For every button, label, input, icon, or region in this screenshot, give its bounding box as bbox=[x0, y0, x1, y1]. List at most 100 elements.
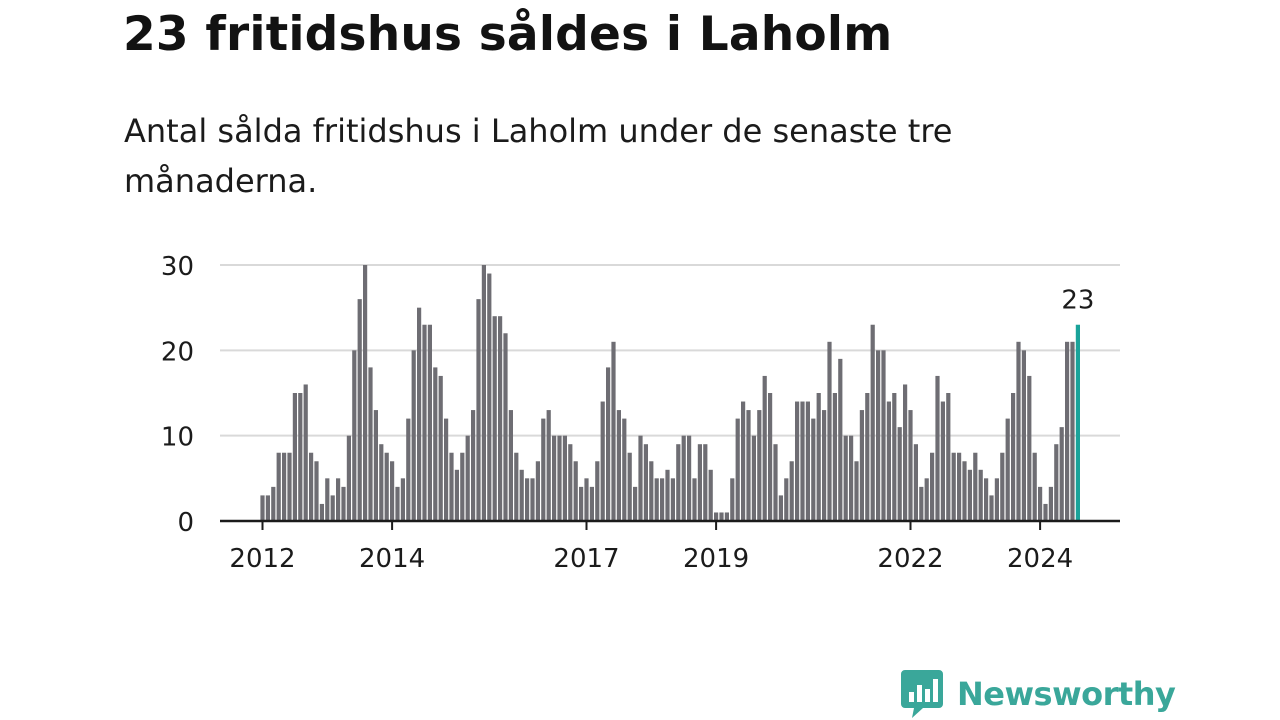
bar bbox=[795, 401, 800, 521]
y-axis-tick-labels: 0 10 20 30 bbox=[161, 252, 194, 538]
bar bbox=[336, 478, 341, 521]
bar bbox=[800, 401, 805, 521]
bar bbox=[589, 486, 594, 521]
bar bbox=[789, 461, 794, 521]
bar bbox=[935, 375, 940, 521]
bar bbox=[395, 486, 400, 521]
bar bbox=[449, 452, 454, 521]
bar bbox=[643, 444, 648, 521]
bar bbox=[427, 324, 432, 521]
bar bbox=[1000, 452, 1005, 521]
bar bbox=[1005, 418, 1010, 521]
bar bbox=[908, 410, 913, 521]
bar bbox=[762, 375, 767, 521]
bars bbox=[260, 265, 1080, 521]
bar bbox=[967, 469, 972, 521]
bar bbox=[357, 299, 362, 521]
bar bbox=[433, 367, 438, 521]
bar bbox=[697, 444, 702, 521]
y-tick-label: 20 bbox=[161, 337, 194, 367]
x-tick-label: 2014 bbox=[359, 544, 425, 574]
bar bbox=[530, 478, 535, 521]
bar bbox=[1059, 427, 1064, 521]
bar bbox=[1054, 444, 1059, 521]
bar bbox=[816, 393, 821, 521]
bar bbox=[454, 469, 459, 521]
bar bbox=[768, 393, 773, 521]
newsworthy-brand: Newsworthy bbox=[901, 670, 1176, 718]
bar bbox=[886, 401, 891, 521]
bar bbox=[492, 316, 497, 521]
bar bbox=[1048, 486, 1053, 521]
bar bbox=[562, 435, 567, 521]
bar bbox=[919, 486, 924, 521]
bar bbox=[384, 452, 389, 521]
bar bbox=[838, 358, 843, 521]
bar bbox=[519, 469, 524, 521]
bar-chart-speech-bubble-icon bbox=[901, 670, 943, 718]
bar bbox=[292, 393, 297, 521]
bar bbox=[460, 452, 465, 521]
bar bbox=[670, 478, 675, 521]
bar bbox=[465, 435, 470, 521]
bar bbox=[951, 452, 956, 521]
bar bbox=[584, 478, 589, 521]
bar bbox=[298, 393, 303, 521]
x-tick-label: 2024 bbox=[1007, 544, 1073, 574]
y-tick-label: 0 bbox=[177, 508, 194, 538]
bar bbox=[346, 435, 351, 521]
bar bbox=[903, 384, 908, 521]
bar bbox=[805, 401, 810, 521]
bar bbox=[930, 452, 935, 521]
bar bbox=[476, 299, 481, 521]
bar bbox=[719, 512, 724, 521]
bar bbox=[924, 478, 929, 521]
bar bbox=[282, 452, 287, 521]
highlight-label-group: 23 bbox=[1061, 286, 1094, 316]
bar bbox=[616, 410, 621, 521]
bar bbox=[319, 503, 324, 521]
bar bbox=[692, 478, 697, 521]
bar bbox=[546, 410, 551, 521]
bar bbox=[417, 307, 422, 521]
x-tick-label: 2012 bbox=[229, 544, 295, 574]
bar bbox=[649, 461, 654, 521]
bar bbox=[1070, 341, 1075, 521]
bar bbox=[525, 478, 530, 521]
bar bbox=[654, 478, 659, 521]
bar bbox=[1032, 452, 1037, 521]
bar bbox=[784, 478, 789, 521]
bar bbox=[687, 435, 692, 521]
bar bbox=[444, 418, 449, 521]
page-title: 23 fritidshus såldes i Laholm bbox=[123, 7, 893, 62]
bar bbox=[854, 461, 859, 521]
x-tick-label: 2017 bbox=[553, 544, 619, 574]
bar bbox=[870, 324, 875, 521]
bar bbox=[373, 410, 378, 521]
bar bbox=[746, 410, 751, 521]
bar bbox=[276, 452, 281, 521]
bar bbox=[940, 401, 945, 521]
bar bbox=[368, 367, 373, 521]
bar bbox=[314, 461, 319, 521]
bar bbox=[724, 512, 729, 521]
y-tick-label: 10 bbox=[161, 423, 194, 453]
bar bbox=[260, 495, 265, 521]
bar bbox=[1065, 341, 1070, 521]
bar bbox=[363, 265, 368, 521]
bar bbox=[498, 316, 503, 521]
bar bbox=[865, 393, 870, 521]
bar bbox=[390, 461, 395, 521]
bar bbox=[957, 452, 962, 521]
bar bbox=[552, 435, 557, 521]
bar bbox=[741, 401, 746, 521]
bar bbox=[962, 461, 967, 521]
highlight-bar bbox=[1075, 324, 1080, 521]
bar bbox=[676, 444, 681, 521]
bar bbox=[989, 495, 994, 521]
bar bbox=[557, 435, 562, 521]
bar bbox=[287, 452, 292, 521]
bar bbox=[487, 273, 492, 521]
bar bbox=[876, 350, 881, 521]
